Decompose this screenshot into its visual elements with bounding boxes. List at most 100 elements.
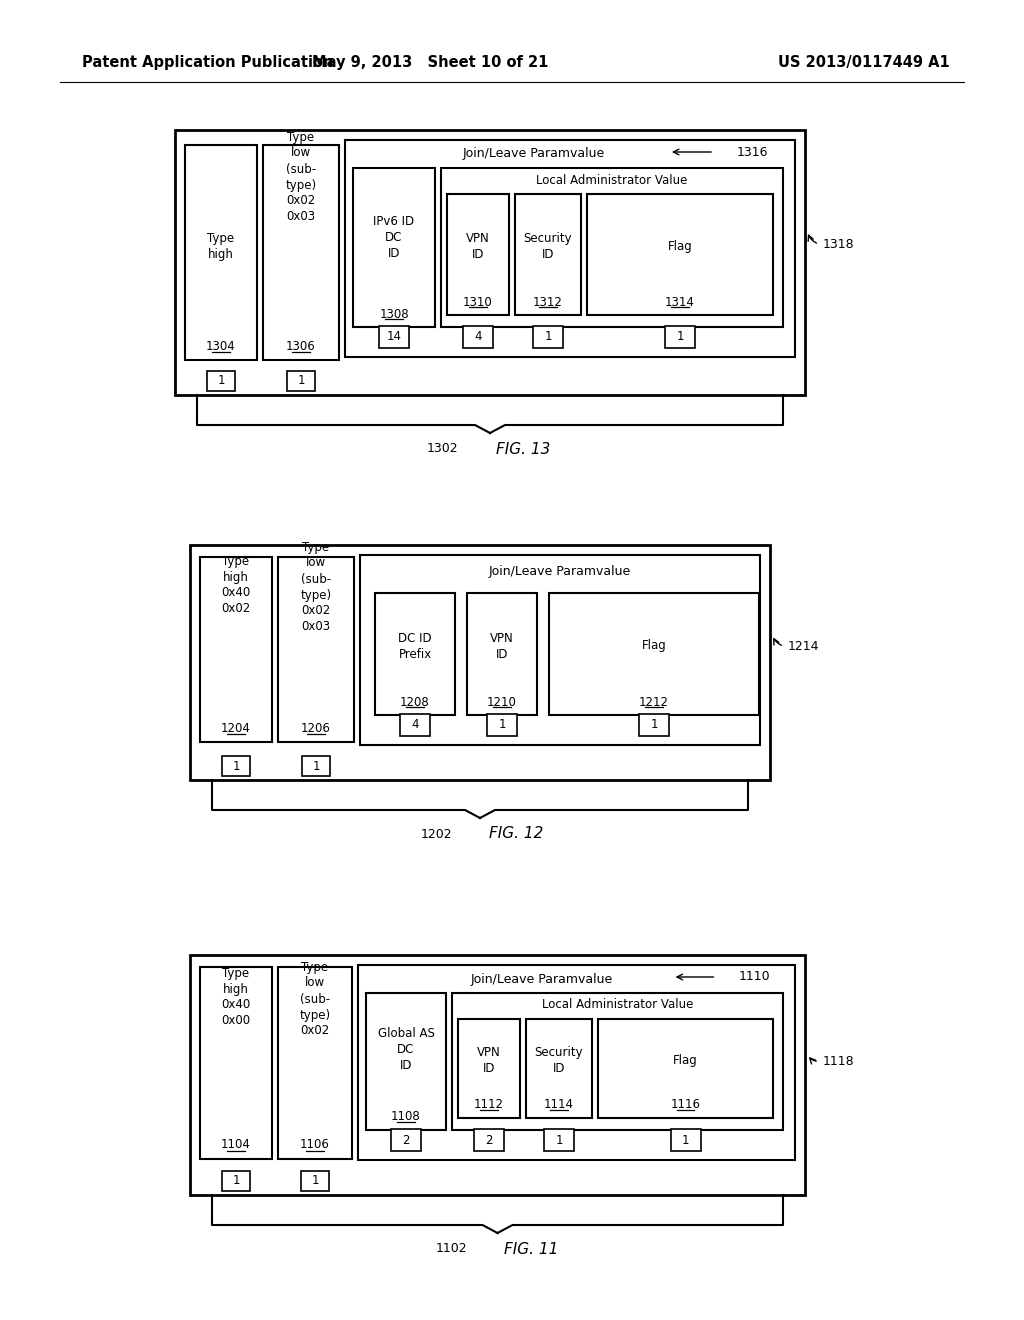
Text: Flag: Flag <box>668 240 692 253</box>
Text: 1102: 1102 <box>435 1242 467 1255</box>
Text: Join/Leave Paramvalue: Join/Leave Paramvalue <box>470 973 612 986</box>
Text: 1212: 1212 <box>639 696 669 709</box>
Text: 1208: 1208 <box>400 696 430 709</box>
Bar <box>302 756 330 776</box>
Bar <box>278 968 352 1159</box>
Text: Flag: Flag <box>642 639 667 652</box>
Text: Flag: Flag <box>673 1053 698 1067</box>
Text: Type
low
(sub-
type)
0x02
0x03: Type low (sub- type) 0x02 0x03 <box>286 131 316 223</box>
Text: 1306: 1306 <box>286 339 315 352</box>
Bar <box>400 714 430 737</box>
Text: IPv6 ID
DC
ID: IPv6 ID DC ID <box>374 215 415 260</box>
Bar <box>185 145 257 360</box>
Bar <box>360 554 760 744</box>
Text: VPN
ID: VPN ID <box>490 631 514 660</box>
Text: Join/Leave Paramvalue: Join/Leave Paramvalue <box>463 148 605 161</box>
Text: 1206: 1206 <box>301 722 331 734</box>
Text: FIG. 12: FIG. 12 <box>489 826 544 842</box>
Bar <box>526 1019 592 1118</box>
Text: FIG. 11: FIG. 11 <box>504 1242 558 1257</box>
Text: 1: 1 <box>555 1134 563 1147</box>
Text: 1: 1 <box>312 759 319 772</box>
Bar <box>549 593 759 715</box>
Text: 2: 2 <box>485 1134 493 1147</box>
Text: 1202: 1202 <box>421 828 453 841</box>
Bar <box>447 194 509 315</box>
Text: 1108: 1108 <box>391 1110 421 1122</box>
Bar <box>467 593 537 715</box>
Text: 1114: 1114 <box>544 1098 574 1111</box>
Text: 1204: 1204 <box>221 722 251 734</box>
Bar <box>598 1019 773 1118</box>
Bar <box>474 1129 504 1151</box>
Text: Global AS
DC
ID: Global AS DC ID <box>378 1027 434 1072</box>
Bar <box>441 168 783 327</box>
Bar <box>639 714 669 737</box>
Bar <box>534 326 563 348</box>
Text: 1318: 1318 <box>823 238 855 251</box>
Text: Type
high
0x40
0x02: Type high 0x40 0x02 <box>221 554 251 615</box>
Text: VPN
ID: VPN ID <box>477 1045 501 1074</box>
Text: DC ID
Prefix: DC ID Prefix <box>398 631 432 660</box>
Bar <box>278 557 354 742</box>
Bar <box>175 129 805 395</box>
Bar <box>287 371 315 391</box>
Bar <box>345 140 795 356</box>
Bar <box>587 194 773 315</box>
Bar <box>671 1129 700 1151</box>
Text: 1314: 1314 <box>665 296 695 309</box>
Text: 1304: 1304 <box>206 339 236 352</box>
Text: 1118: 1118 <box>823 1055 855 1068</box>
Text: 1: 1 <box>232 759 240 772</box>
Text: 4: 4 <box>474 330 481 343</box>
Text: Patent Application Publication: Patent Application Publication <box>82 54 334 70</box>
Text: Type
low
(sub-
type)
0x02: Type low (sub- type) 0x02 <box>299 961 331 1038</box>
Text: 1302: 1302 <box>427 442 459 455</box>
Bar <box>353 168 435 327</box>
Text: 14: 14 <box>386 330 401 343</box>
Bar <box>379 326 409 348</box>
Text: 1210: 1210 <box>487 696 517 709</box>
Bar <box>200 557 272 742</box>
Bar <box>200 968 272 1159</box>
Text: 2: 2 <box>402 1134 410 1147</box>
Text: 1: 1 <box>499 718 506 731</box>
Text: May 9, 2013   Sheet 10 of 21: May 9, 2013 Sheet 10 of 21 <box>312 54 548 70</box>
Text: 1112: 1112 <box>474 1098 504 1111</box>
Text: 1104: 1104 <box>221 1138 251 1151</box>
Bar <box>375 593 455 715</box>
Text: 1: 1 <box>676 330 684 343</box>
Text: 1: 1 <box>217 375 224 388</box>
Text: Type
high: Type high <box>208 232 234 261</box>
Bar <box>207 371 234 391</box>
Bar <box>358 965 795 1160</box>
Text: Security
ID: Security ID <box>535 1045 584 1074</box>
Text: 1316: 1316 <box>736 145 768 158</box>
Text: 4: 4 <box>412 718 419 731</box>
Bar <box>222 756 250 776</box>
Bar <box>458 1019 520 1118</box>
Text: VPN
ID: VPN ID <box>466 232 489 261</box>
Text: 1: 1 <box>311 1175 318 1188</box>
Text: 1312: 1312 <box>534 296 563 309</box>
Text: 1110: 1110 <box>738 970 770 983</box>
Text: 1308: 1308 <box>379 308 409 321</box>
Bar <box>463 326 493 348</box>
Bar <box>190 954 805 1195</box>
Text: 1: 1 <box>544 330 552 343</box>
Bar <box>515 194 581 315</box>
Text: 1116: 1116 <box>671 1098 700 1111</box>
Bar <box>263 145 339 360</box>
Text: 1: 1 <box>232 1175 240 1188</box>
Text: 1: 1 <box>297 375 305 388</box>
Text: 1310: 1310 <box>463 296 493 309</box>
Text: US 2013/0117449 A1: US 2013/0117449 A1 <box>778 54 950 70</box>
Bar <box>544 1129 574 1151</box>
Text: FIG. 13: FIG. 13 <box>496 441 550 457</box>
Text: Local Administrator Value: Local Administrator Value <box>537 173 688 186</box>
Bar <box>222 1171 250 1191</box>
Bar <box>366 993 446 1130</box>
Bar <box>391 1129 421 1151</box>
Text: Type
high
0x40
0x00: Type high 0x40 0x00 <box>221 966 251 1027</box>
Bar <box>452 993 783 1130</box>
